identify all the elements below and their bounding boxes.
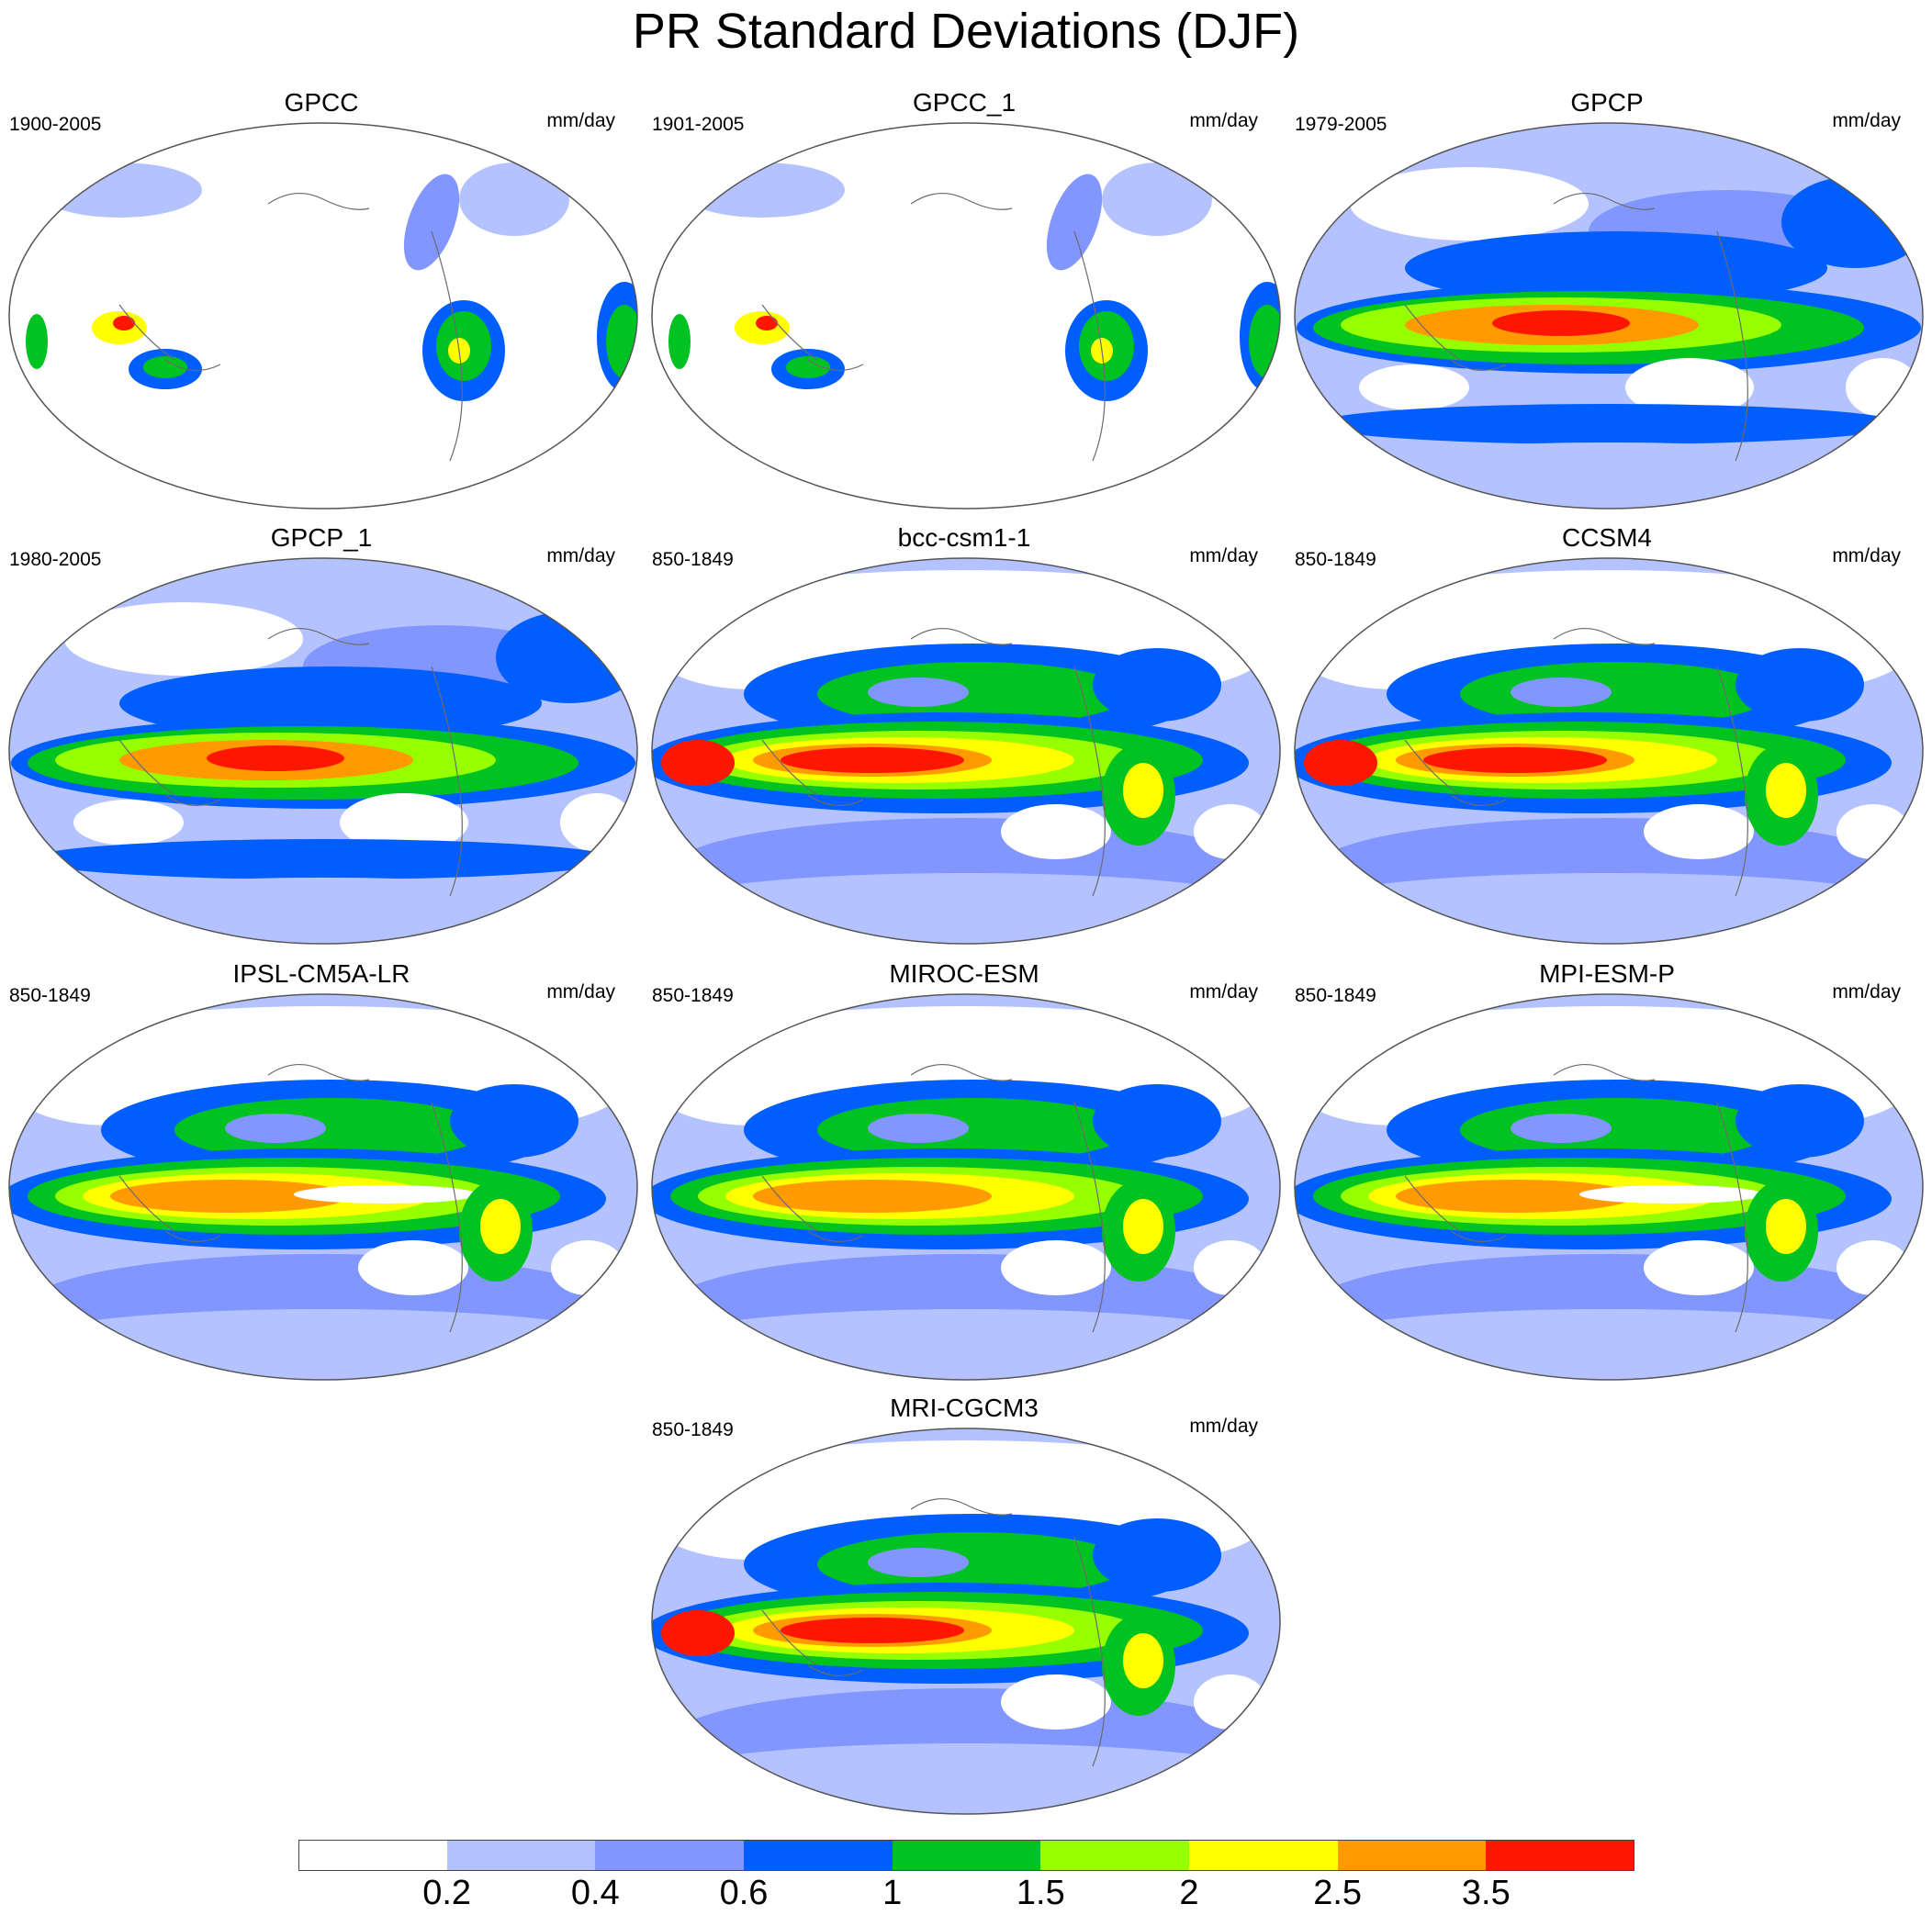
colorbar-swatch: [744, 1840, 893, 1871]
panel-units: mm/day: [1832, 981, 1901, 1002]
colorbar-tick-label: 0.4: [570, 1874, 620, 1912]
panel-units: mm/day: [1189, 545, 1258, 566]
world-map: [1294, 993, 1924, 1381]
colorbar-tick-label: 1: [882, 1874, 903, 1912]
panel-units: mm/day: [1189, 1416, 1258, 1437]
world-map: [651, 122, 1281, 510]
world-map: [8, 122, 638, 510]
panel-units: mm/day: [546, 110, 615, 131]
world-map: [651, 993, 1281, 1381]
panel-units: mm/day: [546, 981, 615, 1002]
panel-title: bcc-csm1-1: [897, 523, 1031, 552]
panel-title: CCSM4: [1561, 523, 1652, 552]
colorbar-swatch: [892, 1840, 1041, 1871]
map-panel-ccsm4: CCSM4 850-1849 mm/day: [1286, 523, 1928, 955]
figure-title: PR Standard Deviations (DJF): [632, 4, 1300, 59]
panel-title: GPCC: [284, 88, 359, 117]
world-map: [1294, 557, 1924, 945]
colorbar: [298, 1840, 1635, 1873]
world-map: [651, 1428, 1281, 1815]
world-map: [1294, 122, 1924, 510]
panel-title: IPSL-CM5A-LR: [232, 959, 410, 988]
colorbar-tick-label: 0.2: [422, 1874, 472, 1912]
map-panel-ipsl-cm5a-lr: IPSL-CM5A-LR 850-1849 mm/day: [0, 959, 643, 1391]
panel-period: 1979-2005: [1295, 114, 1387, 135]
colorbar-frame: [298, 1840, 1634, 1871]
panel-period: 1901-2005: [652, 114, 745, 135]
panel-period: 850-1849: [1295, 549, 1376, 570]
panel-title: MPI-ESM-P: [1539, 959, 1675, 988]
panel-title: GPCP: [1570, 88, 1644, 117]
panel-period: 850-1849: [652, 549, 734, 570]
map-panel-gpcc: GPCC 1900-2005 mm/day: [0, 88, 643, 520]
colorbar-swatch: [1337, 1840, 1487, 1871]
map-panel-gpcp: GPCP 1979-2005 mm/day: [1286, 88, 1928, 520]
colorbar-tick-label: 1.5: [1016, 1874, 1065, 1912]
panel-period: 850-1849: [1295, 985, 1376, 1006]
colorbar-tick-label: 0.6: [719, 1874, 769, 1912]
colorbar-tick-label: 2.5: [1313, 1874, 1363, 1912]
panel-title: MRI-CGCM3: [890, 1394, 1039, 1422]
colorbar-tick-label: 2: [1179, 1874, 1199, 1912]
panel-title: GPCP_1: [270, 523, 373, 552]
panel-units: mm/day: [1832, 545, 1901, 566]
panel-title: MIROC-ESM: [889, 959, 1039, 988]
panel-units: mm/day: [1832, 110, 1901, 131]
panel-units: mm/day: [1189, 981, 1258, 1002]
map-panel-gpcc-1: GPCC_1 1901-2005 mm/day: [643, 88, 1286, 520]
map-panel-gpcp-1: GPCP_1 1980-2005 mm/day: [0, 523, 643, 955]
panel-units: mm/day: [1189, 110, 1258, 131]
colorbar-swatch: [1189, 1840, 1339, 1871]
panel-period: 850-1849: [652, 985, 734, 1006]
world-map: [8, 557, 638, 945]
colorbar-swatch: [595, 1840, 745, 1871]
panel-title: GPCC_1: [912, 88, 1017, 117]
panel-period: 850-1849: [652, 1419, 734, 1440]
colorbar-swatch: [446, 1840, 596, 1871]
map-panel-bcc-csm1-1: bcc-csm1-1 850-1849 mm/day: [643, 523, 1286, 955]
colorbar-swatch: [298, 1840, 448, 1871]
world-map: [8, 993, 638, 1381]
panel-period: 1980-2005: [9, 549, 102, 570]
world-map: [651, 557, 1281, 945]
colorbar-swatch: [1040, 1840, 1190, 1871]
map-panel-mri-cgcm3: MRI-CGCM3 850-1849 mm/day: [643, 1394, 1286, 1825]
panel-units: mm/day: [546, 545, 615, 566]
panel-period: 1900-2005: [9, 114, 102, 135]
colorbar-tick-label: 3.5: [1461, 1874, 1511, 1912]
panel-period: 850-1849: [9, 985, 91, 1006]
map-panel-mpi-esm-p: MPI-ESM-P 850-1849 mm/day: [1286, 959, 1928, 1391]
colorbar-swatch: [1486, 1840, 1635, 1871]
map-panel-miroc-esm: MIROC-ESM 850-1849 mm/day: [643, 959, 1286, 1391]
